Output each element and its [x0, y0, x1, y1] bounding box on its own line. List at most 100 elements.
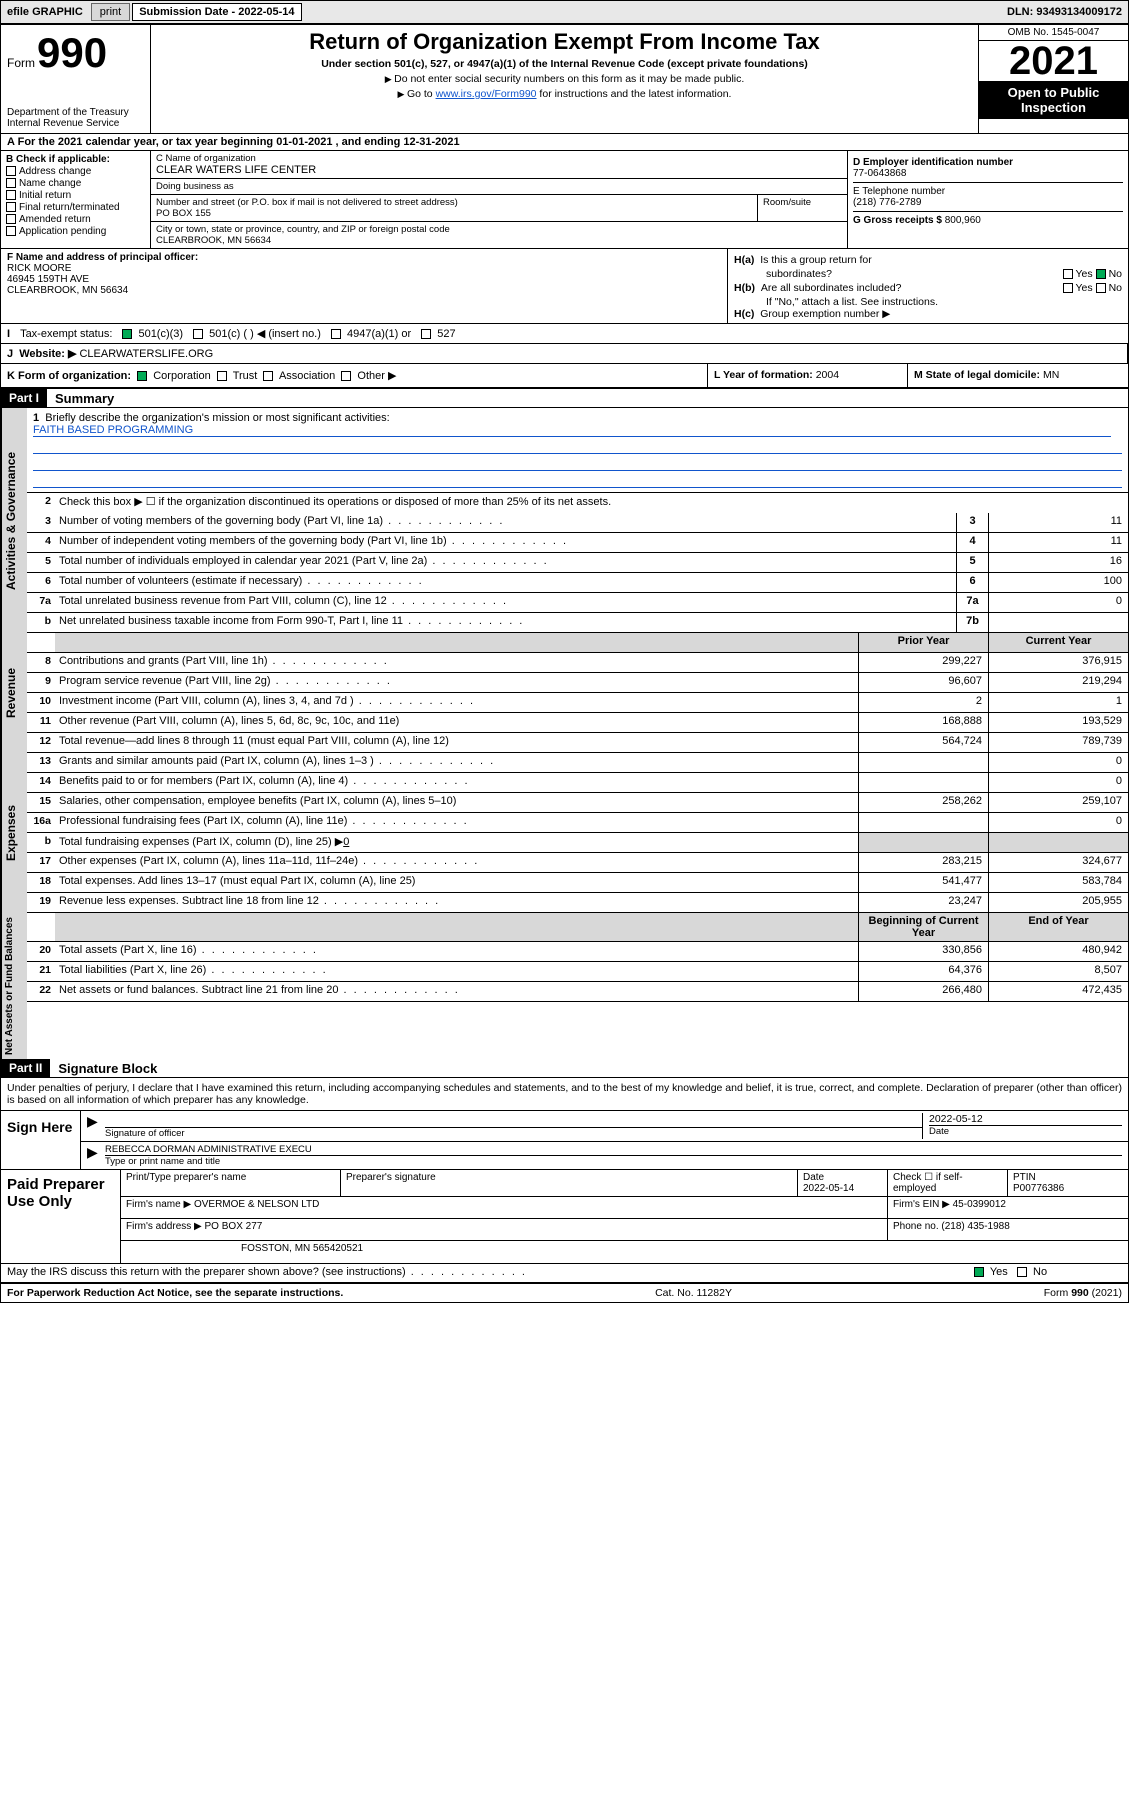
p9: 96,607: [858, 673, 988, 692]
gross-receipts: 800,960: [945, 215, 981, 226]
c20: 480,942: [988, 942, 1128, 961]
pra-notice: For Paperwork Reduction Act Notice, see …: [7, 1287, 343, 1299]
block-bcd: B Check if applicable: Address change Na…: [1, 151, 1128, 249]
chk-address[interactable]: Address change: [6, 166, 145, 177]
mission-text: FAITH BASED PROGRAMMING: [33, 424, 1111, 437]
form-title: Return of Organization Exempt From Incom…: [159, 29, 970, 55]
part1-header: Part I Summary: [1, 389, 1128, 408]
part2-header: Part II Signature Block: [1, 1059, 1128, 1078]
paid-preparer-block: Paid Preparer Use Only Print/Type prepar…: [1, 1169, 1128, 1263]
p12: 564,724: [858, 733, 988, 752]
chk-4947[interactable]: 4947(a)(1) or: [331, 328, 411, 340]
room-suite: Room/suite: [758, 195, 848, 221]
chk-other[interactable]: Other ▶: [341, 370, 396, 382]
chk-501c3[interactable]: 501(c)(3): [122, 328, 183, 340]
c17: 324,677: [988, 853, 1128, 872]
val-5: 16: [988, 553, 1128, 572]
chk-trust[interactable]: Trust: [217, 370, 258, 382]
side-expenses: Expenses: [1, 753, 27, 913]
c11: 193,529: [988, 713, 1128, 732]
print-button[interactable]: print: [91, 3, 130, 21]
summary-governance: Activities & Governance 1 Briefly descri…: [1, 408, 1128, 633]
ha-yesno[interactable]: Yes No: [1063, 268, 1123, 280]
form-word: Form: [7, 56, 35, 70]
p21: 64,376: [858, 962, 988, 981]
ptin: P00776386: [1013, 1183, 1064, 1194]
chk-527[interactable]: 527: [421, 328, 455, 340]
org-city: CLEARBROOK, MN 56634: [156, 235, 842, 246]
firm-ein: 45-0399012: [953, 1199, 1006, 1210]
form-subtitle: Under section 501(c), 527, or 4947(a)(1)…: [159, 58, 970, 70]
col-b-checkboxes: B Check if applicable: Address change Na…: [1, 151, 151, 248]
firm-addr2: FOSSTON, MN 565420521: [121, 1241, 1128, 1263]
officer-name: RICK MOORE: [7, 263, 721, 274]
chk-self-employed[interactable]: Check ☐ if self-employed: [888, 1170, 1008, 1196]
irs-link[interactable]: www.irs.gov/Form990: [436, 88, 537, 100]
summary-revenue: Revenue Prior YearCurrent Year 8Contribu…: [1, 633, 1128, 753]
p13: [858, 753, 988, 772]
dba-label: Doing business as: [156, 181, 842, 192]
footer: For Paperwork Reduction Act Notice, see …: [1, 1283, 1128, 1302]
chk-initial[interactable]: Initial return: [6, 190, 145, 201]
dept-label: Department of the Treasury: [7, 107, 144, 118]
val-6: 100: [988, 573, 1128, 592]
c15: 259,107: [988, 793, 1128, 812]
c14: 0: [988, 773, 1128, 792]
form-number: 990: [37, 29, 107, 77]
side-netassets: Net Assets or Fund Balances: [1, 913, 27, 1059]
p17: 283,215: [858, 853, 988, 872]
p8: 299,227: [858, 653, 988, 672]
chk-name[interactable]: Name change: [6, 178, 145, 189]
state-domicile: MN: [1043, 369, 1059, 381]
sign-here-label: Sign Here: [1, 1111, 81, 1169]
fundraising-exp: 0: [343, 836, 349, 848]
sign-here-block: Sign Here ▶ Signature of officer 2022-05…: [1, 1110, 1128, 1169]
cat-no: Cat. No. 11282Y: [655, 1287, 732, 1299]
row-klm: K Form of organization: Corporation Trus…: [1, 364, 1128, 389]
summary-netassets: Net Assets or Fund Balances Beginning of…: [1, 913, 1128, 1059]
efile-label: efile GRAPHIC: [1, 6, 89, 18]
hb-yesno[interactable]: Yes No: [1063, 282, 1123, 294]
row-j: J Website: ▶ CLEARWATERSLIFE.ORG: [1, 344, 1128, 364]
open-public: Open to Public Inspection: [979, 81, 1128, 119]
p16a: [858, 813, 988, 832]
chk-501c[interactable]: 501(c) ( ) ◀ (insert no.): [193, 327, 321, 340]
tax-year: 2021: [979, 41, 1128, 81]
chk-corp[interactable]: Corporation: [137, 370, 211, 382]
header-mid: Return of Organization Exempt From Incom…: [151, 25, 978, 133]
p18: 541,477: [858, 873, 988, 892]
telephone: (218) 776-2789: [853, 197, 1123, 208]
p14: [858, 773, 988, 792]
form-container: Form 990 Department of the Treasury Inte…: [0, 24, 1129, 1303]
dln-label: DLN: 93493134009172: [1001, 4, 1128, 20]
p15: 258,262: [858, 793, 988, 812]
p11: 168,888: [858, 713, 988, 732]
c9: 219,294: [988, 673, 1128, 692]
form-note2: Go to www.irs.gov/Form990 for instructio…: [159, 88, 970, 100]
website: CLEARWATERSLIFE.ORG: [79, 348, 213, 360]
firm-addr: PO BOX 277: [205, 1221, 263, 1232]
ein: 77-0643868: [853, 168, 1123, 179]
prep-date: 2022-05-14: [803, 1183, 854, 1194]
chk-final[interactable]: Final return/terminated: [6, 202, 145, 213]
chk-assoc[interactable]: Association: [263, 370, 335, 382]
paid-preparer-label: Paid Preparer Use Only: [1, 1170, 121, 1263]
discuss-question: May the IRS discuss this return with the…: [1, 1264, 968, 1282]
arrow-icon: ▶: [87, 1144, 105, 1167]
p22: 266,480: [858, 982, 988, 1001]
top-toolbar: efile GRAPHIC print Submission Date - 20…: [0, 0, 1129, 24]
chk-amended[interactable]: Amended return: [6, 214, 145, 225]
col-h-group: H(a) Is this a group return for subordin…: [728, 249, 1128, 323]
form-note1: Do not enter social security numbers on …: [159, 73, 970, 85]
col-f-officer: F Name and address of principal officer:…: [1, 249, 728, 323]
side-revenue: Revenue: [1, 633, 27, 753]
p20: 330,856: [858, 942, 988, 961]
chk-application[interactable]: Application pending: [6, 226, 145, 237]
sig-date: 2022-05-12: [929, 1113, 1122, 1125]
discuss-yesno[interactable]: Yes No: [968, 1264, 1128, 1282]
c18: 583,784: [988, 873, 1128, 892]
val-7b: [988, 613, 1128, 632]
row-a-period: A For the 2021 calendar year, or tax yea…: [1, 134, 1128, 151]
sig-intro: Under penalties of perjury, I declare th…: [1, 1078, 1128, 1110]
side-governance: Activities & Governance: [1, 408, 27, 633]
